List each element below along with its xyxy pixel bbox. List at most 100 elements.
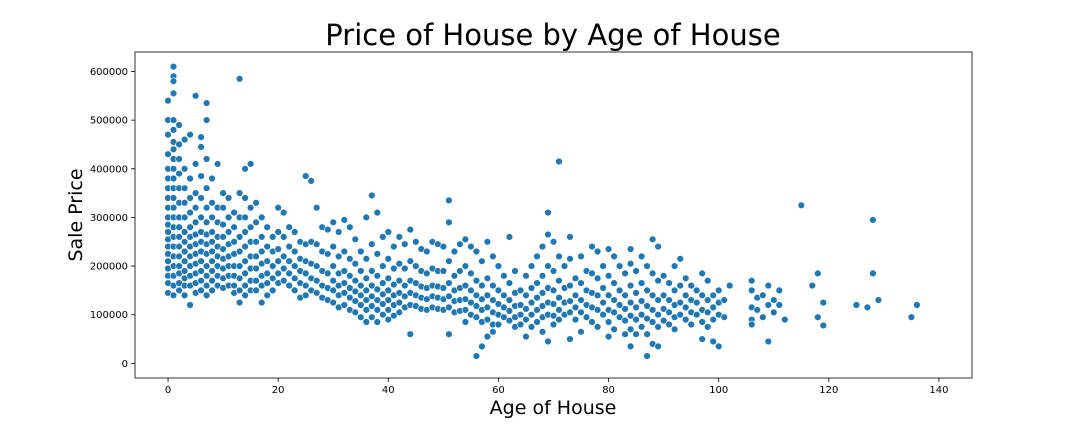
data-point <box>280 252 288 261</box>
data-point <box>869 269 877 278</box>
data-point <box>489 281 497 290</box>
x-tick-label: 0 <box>165 385 171 396</box>
data-point <box>263 223 271 231</box>
data-point <box>191 218 200 227</box>
data-point <box>186 174 194 183</box>
data-point <box>676 311 684 319</box>
data-point <box>357 247 365 256</box>
x-tick-label: 120 <box>819 385 838 396</box>
data-point <box>208 247 216 256</box>
data-point <box>577 252 585 261</box>
data-point <box>379 279 387 287</box>
data-point <box>516 286 525 295</box>
data-point <box>202 116 211 124</box>
data-point <box>357 281 365 290</box>
data-point <box>362 274 370 282</box>
data-point <box>770 296 778 304</box>
data-point <box>208 228 216 236</box>
data-point <box>213 160 222 168</box>
data-point <box>164 257 172 265</box>
data-point <box>648 291 657 299</box>
data-point <box>390 280 398 289</box>
data-point <box>654 277 662 285</box>
data-point <box>208 174 216 183</box>
data-point <box>180 165 189 173</box>
data-point <box>269 274 277 282</box>
data-point <box>235 286 244 295</box>
data-point <box>814 269 822 278</box>
data-point <box>764 281 772 290</box>
data-point <box>725 281 734 290</box>
data-point <box>235 274 244 282</box>
x-axis-ticks: 0 20 40 60 80 100 120 140 <box>165 378 949 396</box>
data-point <box>313 277 321 285</box>
data-point <box>235 75 244 83</box>
data-point <box>560 262 569 270</box>
data-point <box>390 312 398 320</box>
data-point <box>307 177 315 185</box>
data-point <box>252 286 260 295</box>
data-point <box>632 267 640 275</box>
data-point <box>197 213 205 222</box>
data-point <box>412 279 420 287</box>
data-point <box>610 296 618 304</box>
data-point <box>274 269 282 278</box>
data-point <box>522 305 530 313</box>
data-point <box>500 291 508 299</box>
data-point <box>505 296 514 304</box>
data-point <box>643 314 651 323</box>
data-point <box>384 306 392 314</box>
data-point <box>489 252 497 261</box>
data-point <box>775 301 783 309</box>
data-point <box>241 194 249 202</box>
data-point <box>456 240 464 248</box>
data-point <box>626 312 635 320</box>
data-point <box>362 255 370 263</box>
x-tick-label: 140 <box>929 385 948 396</box>
data-point <box>180 267 189 275</box>
data-point <box>467 269 475 278</box>
data-point <box>643 330 651 338</box>
data-point <box>538 242 547 251</box>
data-point <box>280 277 288 285</box>
data-point <box>351 260 359 268</box>
data-point <box>180 184 189 192</box>
data-point <box>351 235 359 244</box>
data-point <box>577 308 585 316</box>
x-axis-label: Age of House <box>490 397 617 419</box>
data-point <box>626 245 635 253</box>
data-point <box>467 242 475 251</box>
data-point <box>368 302 376 310</box>
data-point <box>643 262 651 270</box>
data-point <box>522 315 530 324</box>
data-point <box>395 289 403 297</box>
data-point <box>280 208 288 217</box>
data-point <box>456 267 464 275</box>
data-point <box>566 335 574 343</box>
data-point <box>593 306 602 314</box>
data-point <box>291 228 299 236</box>
data-point <box>169 291 178 299</box>
data-point <box>665 320 673 329</box>
data-point <box>445 196 453 205</box>
data-point <box>395 233 403 241</box>
data-point <box>362 213 370 222</box>
data-point <box>764 337 772 346</box>
data-point <box>621 305 629 313</box>
data-point <box>659 316 668 325</box>
data-point <box>610 252 618 261</box>
data-point <box>571 274 580 282</box>
data-point <box>533 279 541 287</box>
data-point <box>654 242 662 251</box>
data-point <box>197 277 205 285</box>
data-point <box>676 281 684 290</box>
data-point <box>566 281 574 290</box>
data-point <box>346 294 354 302</box>
data-point <box>274 245 282 253</box>
data-point <box>202 155 211 163</box>
data-point <box>588 269 596 278</box>
data-point <box>379 290 387 298</box>
data-point <box>538 289 547 297</box>
data-point <box>439 242 448 251</box>
data-point <box>335 252 343 261</box>
